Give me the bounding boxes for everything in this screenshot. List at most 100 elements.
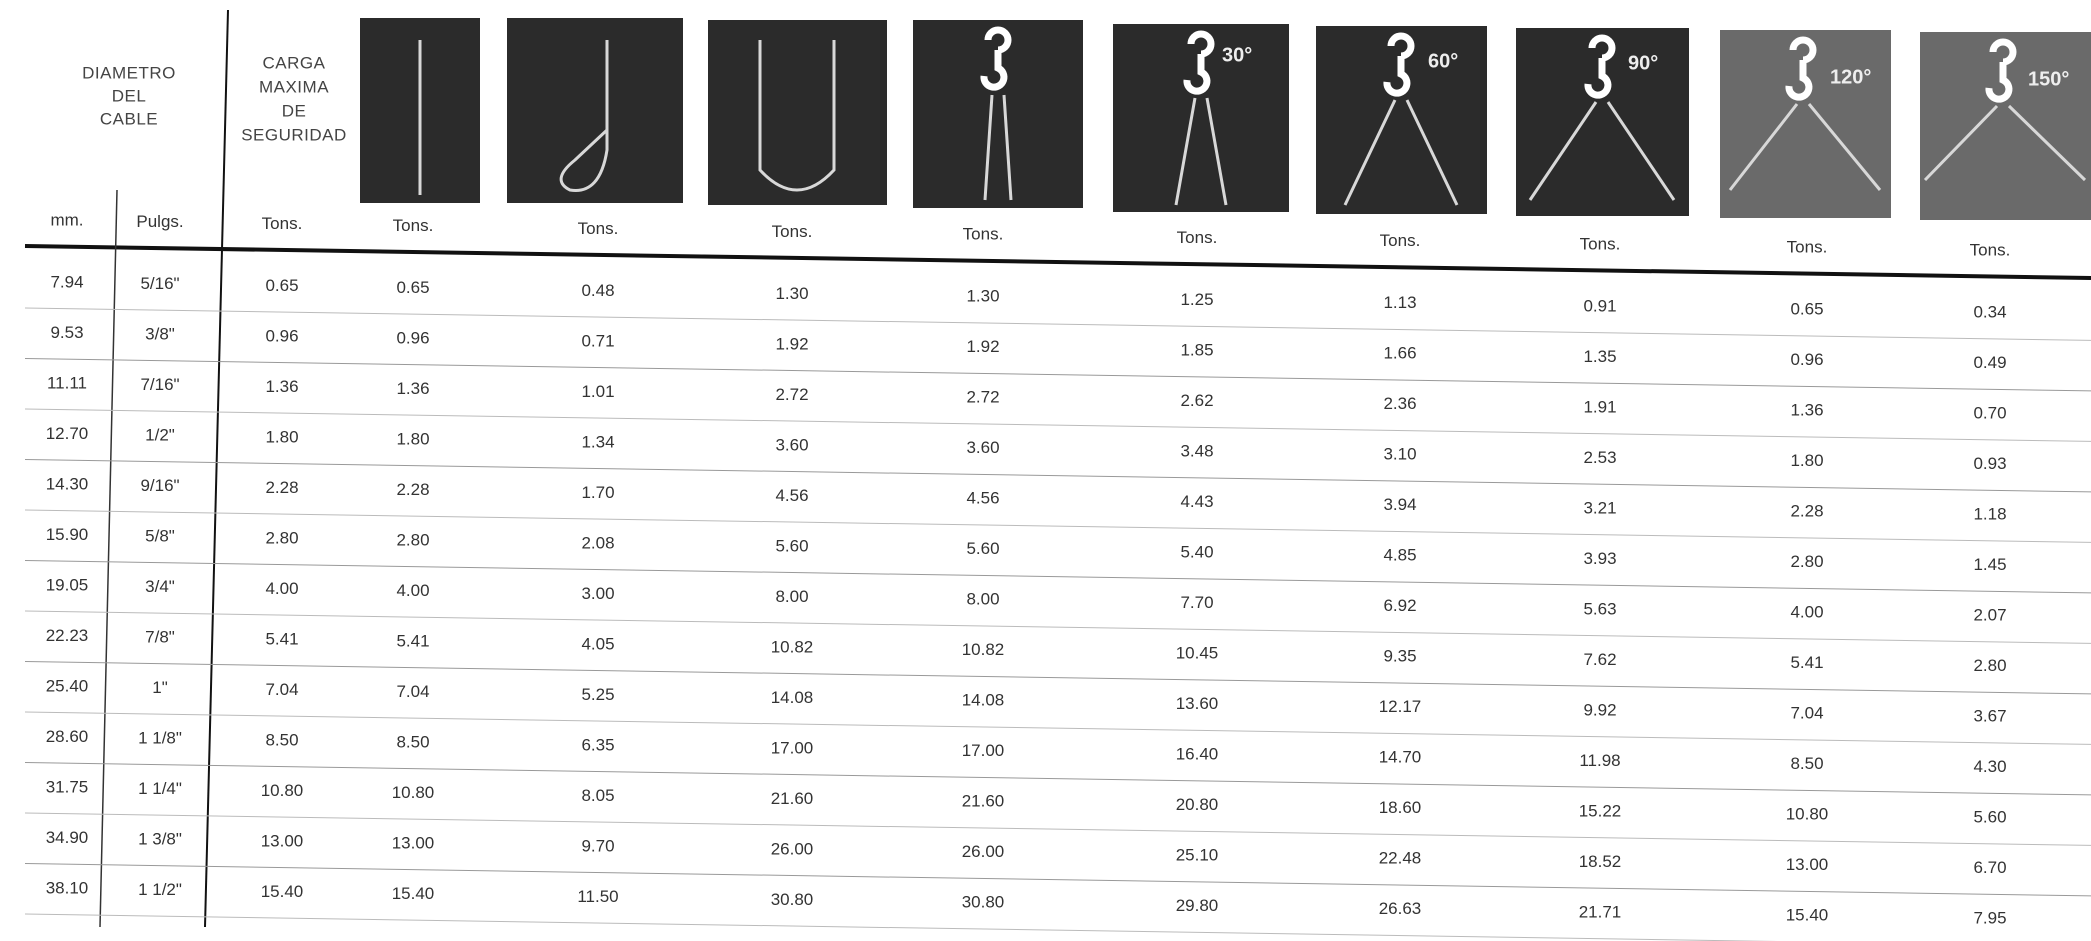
cell: 0.96 [1790,350,1823,369]
cell: 1.30 [966,287,999,306]
cell: 1.80 [1790,451,1823,470]
cell: 5.60 [1973,807,2006,826]
column-rule [100,190,117,927]
cell: 1.34 [581,432,614,451]
cell: 2.80 [396,530,429,549]
diameter-title: DEL [112,86,147,105]
diameter-title: CABLE [100,109,158,128]
cell: 20.80 [1176,795,1219,814]
row-rule [25,510,2091,542]
cell: 2.80 [265,528,298,547]
cell: 1.70 [581,483,614,502]
cell: 2.53 [1583,448,1616,467]
cell: 30.80 [771,890,814,909]
cell: 16.40 [1176,745,1219,764]
cell: 5/8" [145,526,175,545]
cell: 7.04 [1790,703,1823,722]
header-rule [25,246,2091,278]
angle-label: 90° [1628,52,1658,74]
cell: 0.49 [1973,353,2006,372]
diameter-title: DIAMETRO [82,63,176,82]
row-rule [25,712,2091,744]
cell: 9/16" [140,476,179,495]
cell: 6.92 [1383,596,1416,615]
cell: 13.60 [1176,694,1219,713]
cell: 19.05 [46,576,89,595]
cell: 1.36 [396,379,429,398]
cell: 1.36 [265,377,298,396]
cell: 3.93 [1583,549,1616,568]
cell: 5.25 [581,685,614,704]
row-rule [25,813,2091,845]
cell: 4.05 [581,634,614,653]
cell: 14.08 [771,688,814,707]
cell: 1 1/4" [138,779,182,798]
row-rule [25,914,2091,941]
cell: 4.85 [1383,546,1416,565]
cell: 26.63 [1379,899,1422,918]
cell: 1.80 [396,429,429,448]
cell: 21.60 [771,789,814,808]
cell: 5.60 [775,536,808,555]
cell: 0.71 [581,331,614,350]
cell: 1.85 [1180,341,1213,360]
cell: 1.45 [1973,555,2006,574]
cell: 7/8" [145,627,175,646]
cell: 15.40 [261,882,304,901]
cell: 15.40 [392,884,435,903]
cell: 18.52 [1579,852,1622,871]
cell: 11.50 [577,887,618,906]
sling-load-table: 30° 60° 90° 120° 150° DIAMETRODELCABLECA… [0,0,2091,941]
unit-label: Tons. [1787,237,1828,256]
row-rule [25,864,2091,896]
cell: 0.34 [1973,302,2006,321]
cell: 4.00 [396,581,429,600]
cell: 30.80 [962,893,1005,912]
cell: 14.08 [962,691,1005,710]
cell: 0.65 [265,276,298,295]
row-rule [25,763,2091,795]
cell: 3.48 [1180,442,1213,461]
cell: 3.94 [1383,495,1416,514]
cell: 3.21 [1583,498,1616,517]
cell: 5.60 [966,539,999,558]
cell: 8.00 [775,587,808,606]
cell: 1 1/2" [138,880,182,899]
cell: 4.00 [265,579,298,598]
cell: 5.63 [1583,599,1616,618]
column-rule [205,10,228,927]
cell: 2.72 [966,388,999,407]
unit-label: Tons. [393,216,434,235]
cell: 28.60 [46,727,89,746]
cell: 7.62 [1583,650,1616,669]
cell: 1.92 [775,334,808,353]
cell: 5/16" [140,274,179,293]
row-rule [25,308,2091,340]
row-rule [25,359,2091,391]
cell: 2.62 [1180,391,1213,410]
picture-choker [507,18,683,203]
row-rule [25,662,2091,694]
row-rule [25,561,2091,593]
cell: 9.70 [581,836,614,855]
unit-label: Tons. [772,222,813,241]
cell: 17.00 [771,738,814,757]
cell: 3.00 [581,584,614,603]
cell: 0.96 [396,328,429,347]
cell: 26.00 [962,842,1005,861]
cell: 9.53 [50,323,83,342]
cell: 7.95 [1973,908,2006,927]
cell: 1.66 [1383,344,1416,363]
row-rule [25,611,2091,643]
cell: 1.80 [265,427,298,446]
unit-label: Tons. [1177,228,1218,247]
cell: 2.72 [775,385,808,404]
load-title: DE [282,101,307,120]
cell: 2.28 [1790,501,1823,520]
cell: 1 3/8" [138,829,182,848]
load-title: SEGURIDAD [241,125,347,144]
cell: 5.40 [1180,543,1213,562]
cell: 31.75 [46,778,89,797]
cell: 0.65 [396,278,429,297]
cell: 17.00 [962,741,1005,760]
